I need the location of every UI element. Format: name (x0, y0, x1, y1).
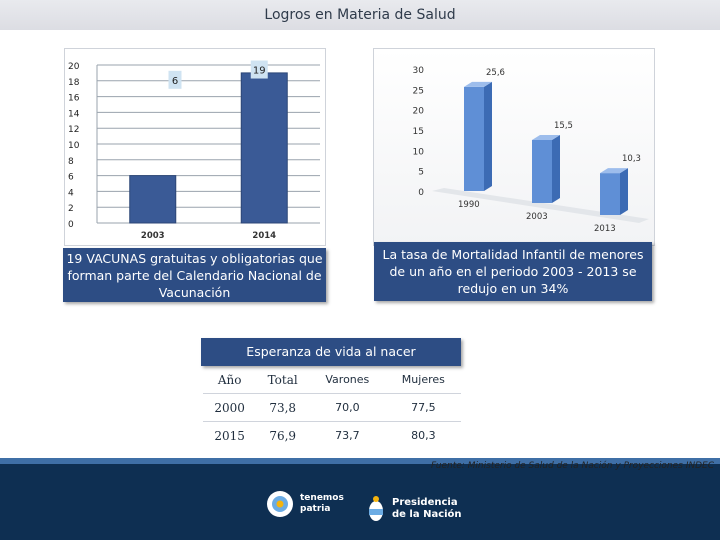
bar (240, 72, 288, 224)
bar-top (600, 168, 628, 174)
y-tick-label: 0 (68, 220, 74, 230)
x-tick-label: 2003 (141, 231, 165, 241)
footer-bar (0, 458, 720, 540)
page-title: Logros en Materia de Salud (0, 0, 720, 30)
bar (600, 173, 620, 215)
header-men: Varones (325, 373, 370, 386)
y-tick-label: 16 (68, 94, 80, 104)
chart-floor (432, 188, 649, 223)
x-tick-label: 2003 (526, 212, 548, 222)
x-tick-label: 1990 (458, 200, 480, 210)
y-tick-label: 15 (413, 127, 424, 137)
cell-year: 2000 (203, 393, 257, 422)
y-tick-label: 0 (418, 188, 424, 198)
y-tick-label: 10 (413, 147, 425, 157)
data-label-bg (168, 70, 182, 89)
footer-strip (0, 458, 720, 464)
bar-top (532, 134, 560, 140)
y-tick-label: 5 (418, 168, 424, 178)
y-tick-label: 12 (68, 125, 79, 135)
logo2-line2: de la Nación (392, 509, 462, 520)
life-expectancy-title: Esperanza de vida al nacer (201, 338, 461, 366)
vaccines-caption: 19 VACUNAS gratuitas y obligatorias que … (63, 248, 326, 302)
bar-side (552, 134, 560, 203)
cell-year: 2015 (203, 421, 257, 449)
y-tick-label: 6 (68, 173, 74, 183)
y-tick-label: 14 (68, 109, 80, 119)
bar-side (484, 81, 492, 191)
y-tick-label: 20 (413, 107, 425, 117)
table-header-row: Año Total Varones Mujeres (203, 366, 461, 394)
cell-men: 73,7 (308, 421, 386, 449)
cell-women: 80,3 (385, 421, 461, 449)
logo2-line1: Presidencia (392, 497, 458, 508)
data-label-bg (250, 60, 268, 79)
vaccines-chart: 0 2 4 6 8 10 12 14 16 18 20 2003 2014 6 19 (64, 48, 326, 246)
mortality-caption-text: La tasa de Mortalidad Infantil de menore… (382, 247, 644, 296)
cell-women: 77,5 (385, 393, 461, 422)
bar-top (464, 81, 492, 87)
mortality-chart-svg: 0 5 10 15 20 25 30 25,6 1990 15,5 2003 10,3 2013 (413, 66, 649, 234)
vaccines-caption-text: 19 VACUNAS gratuitas y obligatorias que … (66, 250, 323, 300)
x-tick-label: 2014 (252, 231, 276, 241)
cell-men: 70,0 (308, 393, 386, 422)
source-note: Fuente: Ministerio de Salud de la Nación… (430, 461, 714, 471)
y-tick-label: 25 (413, 86, 424, 96)
vaccines-chart-svg: 0 2 4 6 8 10 12 14 16 18 20 2003 2014 6 19 (68, 60, 320, 241)
cell-total: 73,8 (256, 393, 309, 422)
data-label: 15,5 (554, 121, 573, 131)
mortality-caption: La tasa de Mortalidad Infantil de menore… (374, 242, 652, 301)
bar-side (620, 168, 628, 215)
tenemos-patria-logo: tenemos patria (266, 490, 344, 518)
y-tick-label: 10 (68, 141, 80, 151)
life-expectancy-table: Año Total Varones Mujeres 2000 73,8 70,0… (203, 366, 461, 449)
y-tick-label: 18 (68, 78, 80, 88)
cell-total: 76,9 (256, 421, 309, 449)
header-year: Año (217, 372, 242, 387)
y-tick-label: 4 (68, 188, 74, 198)
y-tick-label: 30 (413, 66, 425, 76)
x-tick-label: 2013 (594, 224, 616, 234)
presidencia-logo: Presidencia de la Nación (366, 494, 462, 524)
coat-of-arms-icon (369, 496, 383, 521)
logo1-line2: patria (300, 504, 331, 514)
table-row: 2000 73,8 70,0 77,5 (203, 393, 461, 422)
y-tick-label: 8 (68, 157, 74, 167)
logo1-line1: tenemos (300, 493, 344, 503)
bar (464, 86, 484, 191)
data-label: 25,6 (486, 68, 505, 78)
data-label: 10,3 (622, 154, 641, 164)
header-women: Mujeres (401, 373, 445, 386)
sun-circle-icon (267, 491, 293, 517)
bar (129, 175, 177, 224)
data-label: 6 (172, 76, 178, 87)
y-tick-label: 20 (68, 62, 80, 72)
header-total: Total (267, 372, 298, 387)
data-label: 19 (253, 66, 266, 77)
table-row: 2015 76,9 73,7 80,3 (203, 421, 461, 449)
bar (532, 139, 552, 203)
y-tick-label: 2 (68, 204, 74, 214)
mortality-chart: 0 5 10 15 20 25 30 25,6 1990 15,5 2003 10,3 2013 (373, 48, 655, 246)
